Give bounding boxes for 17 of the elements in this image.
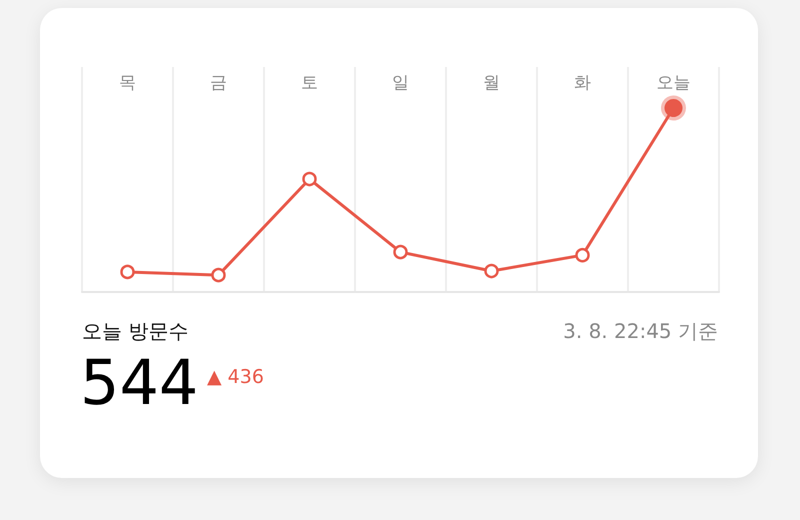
- x-tick-label: 토: [301, 73, 318, 92]
- x-tick-label: 목: [119, 73, 136, 92]
- point: [302, 172, 317, 186]
- text: 오늘 방문수: [82, 318, 188, 345]
- text: ▲ 436: [207, 366, 264, 388]
- x-tick-label: 일: [392, 73, 409, 92]
- x-tick-label: 월: [483, 73, 500, 92]
- x-tick-label: 오늘: [656, 73, 690, 92]
- point: [575, 248, 590, 262]
- text: 544: [80, 346, 198, 419]
- x-tick-label: 화: [574, 73, 591, 92]
- point: [120, 264, 135, 280]
- point: [393, 244, 408, 260]
- point: [484, 264, 499, 278]
- text: 3. 8. 22:45 기준: [563, 318, 718, 345]
- point: [211, 268, 226, 282]
- x-tick-label: 금: [210, 73, 227, 92]
